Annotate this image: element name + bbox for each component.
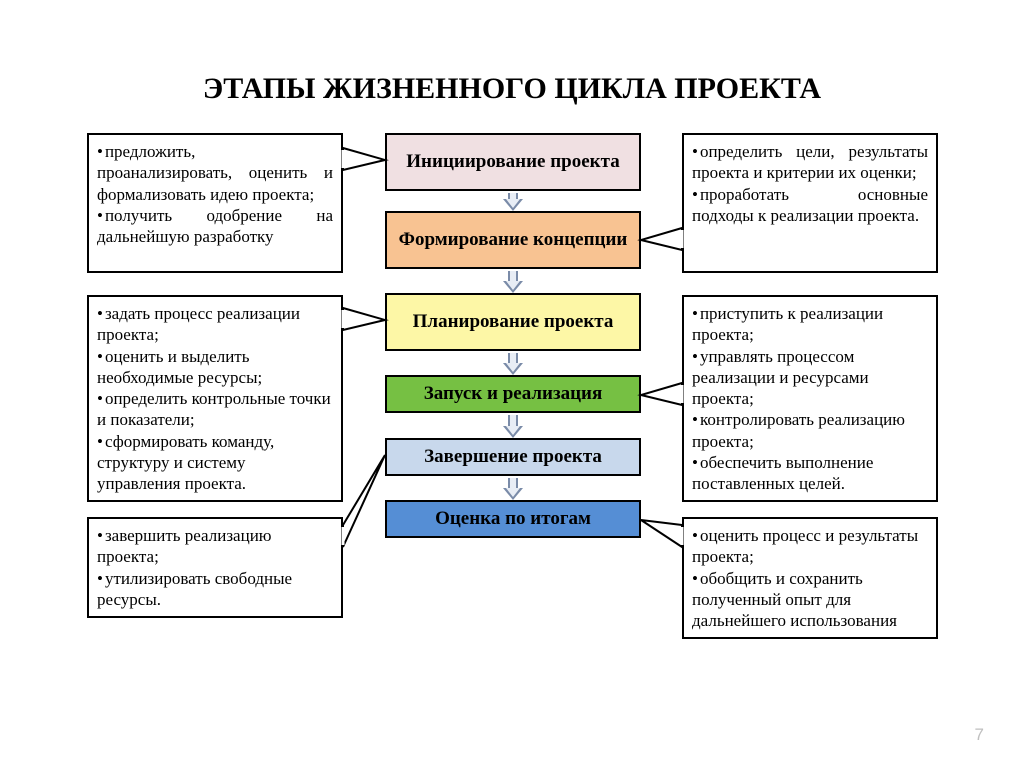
page-number: 7 [975,725,984,745]
callout-tail-c6 [0,0,1024,767]
